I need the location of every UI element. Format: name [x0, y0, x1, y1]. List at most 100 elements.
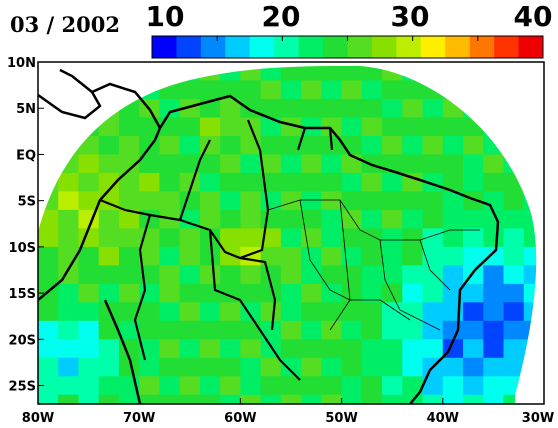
data-cell	[118, 135, 140, 155]
data-cell	[382, 357, 403, 377]
data-cell	[58, 357, 79, 377]
data-cell	[382, 376, 403, 396]
data-cell	[159, 117, 181, 137]
data-cell	[402, 246, 423, 266]
data-cell	[220, 376, 241, 396]
data-cell	[118, 357, 140, 377]
data-cell	[341, 117, 363, 137]
data-cell	[523, 117, 537, 137]
data-cell	[98, 394, 120, 404]
data-cell	[341, 228, 363, 248]
data-cell	[523, 135, 537, 155]
data-cell	[280, 172, 302, 192]
data-cell	[58, 302, 79, 322]
data-cell	[280, 66, 302, 81]
data-cell	[98, 135, 120, 155]
data-cell	[240, 228, 262, 248]
data-cell	[240, 191, 262, 211]
data-cell	[280, 357, 302, 377]
data-cell	[382, 209, 403, 229]
data-cell	[442, 376, 464, 396]
data-cell	[78, 283, 100, 303]
data-cell	[220, 320, 241, 340]
data-cell	[402, 283, 423, 303]
data-cell	[483, 172, 504, 192]
colorbar-segment	[518, 36, 544, 58]
data-cell	[220, 117, 241, 137]
data-cell	[402, 339, 423, 359]
data-cell	[280, 228, 302, 248]
data-cell	[118, 265, 140, 285]
data-cell	[118, 117, 140, 137]
data-cell	[78, 320, 100, 340]
data-cell	[301, 66, 322, 81]
data-cell	[382, 117, 403, 137]
data-cell	[179, 265, 201, 285]
data-cell	[139, 394, 160, 404]
data-cell	[199, 154, 221, 174]
data-cell	[260, 302, 282, 322]
data-cell	[341, 191, 363, 211]
data-cell	[382, 66, 403, 81]
data-cell	[382, 265, 403, 285]
data-cell	[260, 191, 282, 211]
lat-label: 20S	[9, 333, 36, 348]
data-cell	[402, 265, 423, 285]
data-cell	[199, 172, 221, 192]
data-cell	[240, 357, 262, 377]
data-cell	[280, 191, 302, 211]
data-cell	[179, 394, 201, 404]
data-cell	[523, 320, 537, 340]
coastlines	[38, 68, 500, 404]
data-cell	[523, 265, 537, 285]
data-cell	[280, 98, 302, 118]
data-cell	[382, 283, 403, 303]
data-cell	[98, 376, 120, 396]
data-cell	[503, 191, 525, 211]
data-cell	[361, 339, 383, 359]
data-cell	[280, 302, 302, 322]
data-cell	[159, 228, 181, 248]
data-cell	[159, 265, 181, 285]
data-cell	[280, 320, 302, 340]
data-cell	[361, 394, 383, 404]
data-cell	[118, 98, 140, 118]
data-cell	[179, 98, 201, 118]
data-cell	[118, 302, 140, 322]
data-cell	[503, 357, 525, 377]
data-cell	[382, 228, 403, 248]
data-cell	[503, 209, 525, 229]
data-cell	[442, 80, 464, 100]
colorbar-segment	[396, 36, 422, 58]
data-cell	[483, 66, 504, 81]
data-cell	[139, 172, 160, 192]
data-cell	[463, 172, 484, 192]
data-cell	[523, 80, 537, 100]
data-cell	[321, 265, 342, 285]
colorbar-segment	[274, 36, 300, 58]
data-cell	[260, 117, 282, 137]
data-cell	[280, 394, 302, 404]
data-cell	[260, 394, 282, 404]
data-cell	[442, 283, 464, 303]
data-cell	[301, 135, 322, 155]
data-cell	[301, 339, 322, 359]
data-cell	[321, 320, 342, 340]
data-cell	[199, 376, 221, 396]
data-cell	[361, 320, 383, 340]
data-cell	[503, 394, 525, 404]
data-cell	[38, 376, 59, 396]
data-cell	[463, 376, 484, 396]
data-cell	[159, 283, 181, 303]
data-cell	[98, 117, 120, 137]
data-cell	[38, 154, 59, 174]
data-cell	[118, 320, 140, 340]
data-cell	[301, 80, 322, 100]
colorbar-segment	[420, 36, 446, 58]
data-cell	[402, 357, 423, 377]
data-cell	[402, 191, 423, 211]
data-cell	[483, 228, 504, 248]
data-cell	[301, 320, 322, 340]
data-cell	[463, 302, 484, 322]
colorbar-segment	[176, 36, 202, 58]
